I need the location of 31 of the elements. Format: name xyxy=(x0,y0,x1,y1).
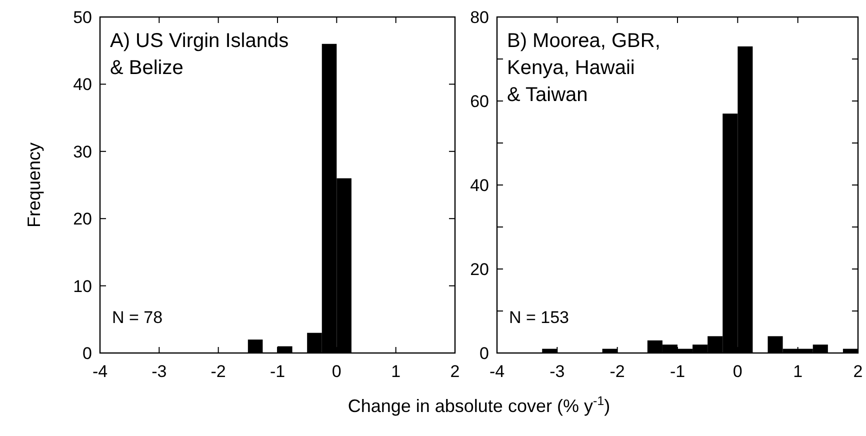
x-tick-label: 2 xyxy=(450,362,460,381)
x-tick-label: -1 xyxy=(270,362,286,381)
y-tick-label: 30 xyxy=(73,142,92,162)
y-tick-label: 0 xyxy=(82,344,92,363)
y-tick-label: 10 xyxy=(73,276,92,296)
annotation: N = 78 xyxy=(112,308,163,327)
x-tick-label: -4 xyxy=(489,362,505,381)
x-axis-title: Change in absolute cover (% y$^{-1}$) xyxy=(348,394,610,416)
y-axis-title: Frequency xyxy=(24,142,44,228)
y-tick-label: 40 xyxy=(73,75,92,94)
y-tick-label: 60 xyxy=(470,92,489,111)
y-tick-label: 40 xyxy=(470,176,489,195)
x-tick-label: -1 xyxy=(670,362,686,381)
x-tick-label: 1 xyxy=(793,362,803,381)
x-tick-label: 1 xyxy=(391,362,401,381)
annotation: N = 153 xyxy=(509,308,570,327)
x-tick-label: -2 xyxy=(610,362,625,381)
y-tick-label: 20 xyxy=(470,260,489,279)
y-tick-label: 50 xyxy=(73,8,92,27)
x-tick-label: -3 xyxy=(152,362,167,381)
y-tick-label: 0 xyxy=(480,344,489,363)
text: A) US Virgin Islands & Belize xyxy=(110,30,289,79)
x-tick-label: -3 xyxy=(550,362,565,381)
x-tick-label: 2 xyxy=(853,362,863,381)
text: B) Moorea, GBR, Kenya, Hawaii & Taiwan xyxy=(507,30,660,106)
x-tick-label: 0 xyxy=(732,362,742,381)
y-tick-label: 80 xyxy=(470,8,489,27)
y-tick-label: 20 xyxy=(73,210,92,229)
x-tick-label: -4 xyxy=(92,362,108,381)
x-tick-label: 0 xyxy=(332,362,342,381)
x-tick-label: -2 xyxy=(210,362,226,381)
